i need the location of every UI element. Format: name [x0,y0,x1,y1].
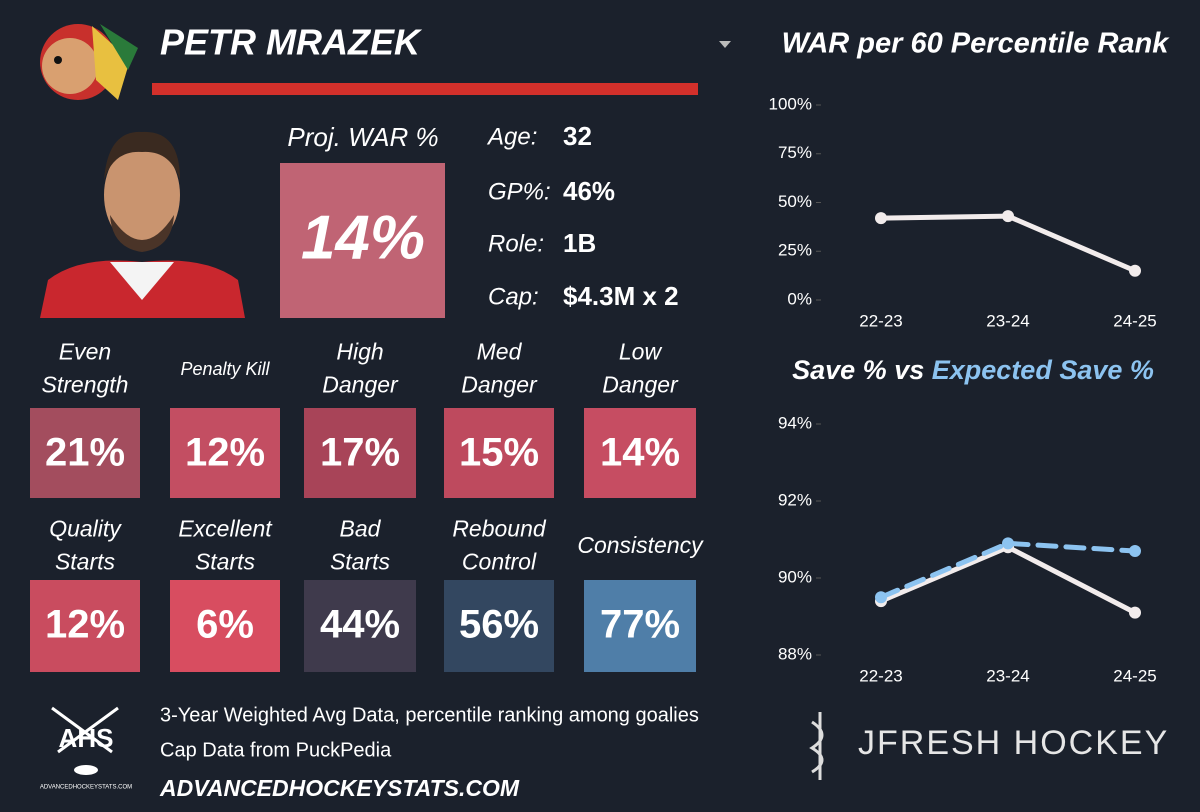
legend-entry: Expected Save % [932,355,1154,385]
y-tick-label: 94% [778,413,812,432]
point [1129,606,1141,619]
chart-title: Save % vs Expected Save % [792,355,1154,385]
brand: JFRESH HOCKEY [858,724,1169,762]
bio-value: 46% [563,176,615,206]
tile-value: 6% [196,603,254,647]
y-tick-label: 75% [778,143,812,162]
y-tick-label: 90% [778,567,812,586]
bio-label: Role: [488,230,544,257]
tile-value: 12% [45,603,125,647]
tile [170,408,280,498]
tile-label: Consistency [577,532,704,558]
tile-value: 56% [459,603,539,647]
tiles: Even Strength 21% Penalty Kill 12% High Danger… [30,339,704,672]
x-tick-label: 23-24 [986,311,1029,330]
bio-label: GP%: [488,178,551,205]
y-tick-label: 0% [787,289,812,308]
brand-logo [809,712,824,780]
tile-label: Med Danger [461,339,538,398]
x-tick-label: 23-24 [986,666,1029,685]
name-underline [152,83,698,95]
x-tick-label: 24-25 [1113,311,1156,330]
tile-value: 15% [459,431,539,475]
tile-label: Even Strength [42,339,129,398]
tile-label: Bad Starts [330,516,391,575]
series-line [878,213,1138,274]
team-logo [40,24,138,100]
tile-value: 14% [600,431,680,475]
ahs-logo-caption: ADVANCEDHOCKEYSTATS.COM [40,785,132,791]
title-link: vs [894,355,924,385]
tile-value: 12% [185,431,265,475]
tile-value: 44% [320,603,400,647]
tile-value: 77% [600,603,680,647]
point [1129,264,1141,277]
proj-war-label: Proj. WAR % [287,122,438,152]
chart-title: WAR per 60 Percentile Rank [782,28,1171,60]
tile [170,580,280,672]
proj-war-value: 14% [301,203,425,272]
tile [444,580,554,672]
tile-label: High Danger [322,339,399,398]
x-tick-label: 24-25 [1113,666,1156,685]
y-tick-label: 50% [778,192,812,211]
x-tick-label: 22-23 [859,666,902,685]
point [1002,537,1014,550]
footer-site: ADVANCEDHOCKEYSTATS.COM [159,775,520,801]
ahs-logo-text: AHS [59,723,114,753]
point [1002,210,1014,223]
y-tick-label: 100% [769,94,812,113]
y-tick-label: 25% [778,241,812,260]
y-tick-label: 92% [778,490,812,509]
y-tick-label: 88% [778,644,812,663]
point [875,591,887,604]
tile-value: 17% [320,431,400,475]
tile-value: 21% [45,431,125,475]
tile-label: Excellent Starts [178,516,273,575]
ahs-logo: AHS ADVANCEDHOCKEYSTATS.COM [40,706,132,791]
footer-note: 3-Year Weighted Avg Data, percentile ran… [160,704,699,726]
legend-entry: Save % [792,355,887,385]
player-photo [40,131,245,318]
tile [30,408,140,498]
point [1129,545,1141,558]
tile [304,580,416,672]
tile [30,580,140,672]
bio-value: $4.3M x 2 [563,281,679,311]
tile [584,580,696,672]
point [875,212,887,225]
tile [584,408,696,498]
bio-label: Cap: [488,283,539,310]
x-tick-label: 22-23 [859,311,902,330]
tile-label: Quality Starts [49,516,122,575]
bio-value: 32 [563,121,592,151]
bio-value: 1B [563,228,596,258]
tile-label: Penalty Kill [180,359,270,379]
tile-label: Low Danger [602,339,679,398]
tile [444,408,554,498]
tile-label: Rebound Control [452,516,547,575]
proj-war-box [280,163,445,318]
dropdown[interactable] [719,41,731,48]
player-name: PETR MRAZEK [160,22,423,63]
bio: Age: 32 GP%: 46% Role: 1B Cap: $4.3M x 2 [486,121,679,311]
tile [304,408,416,498]
bio-label: Age: [486,123,537,150]
footer-note: Cap Data from PuckPedia [160,739,392,761]
